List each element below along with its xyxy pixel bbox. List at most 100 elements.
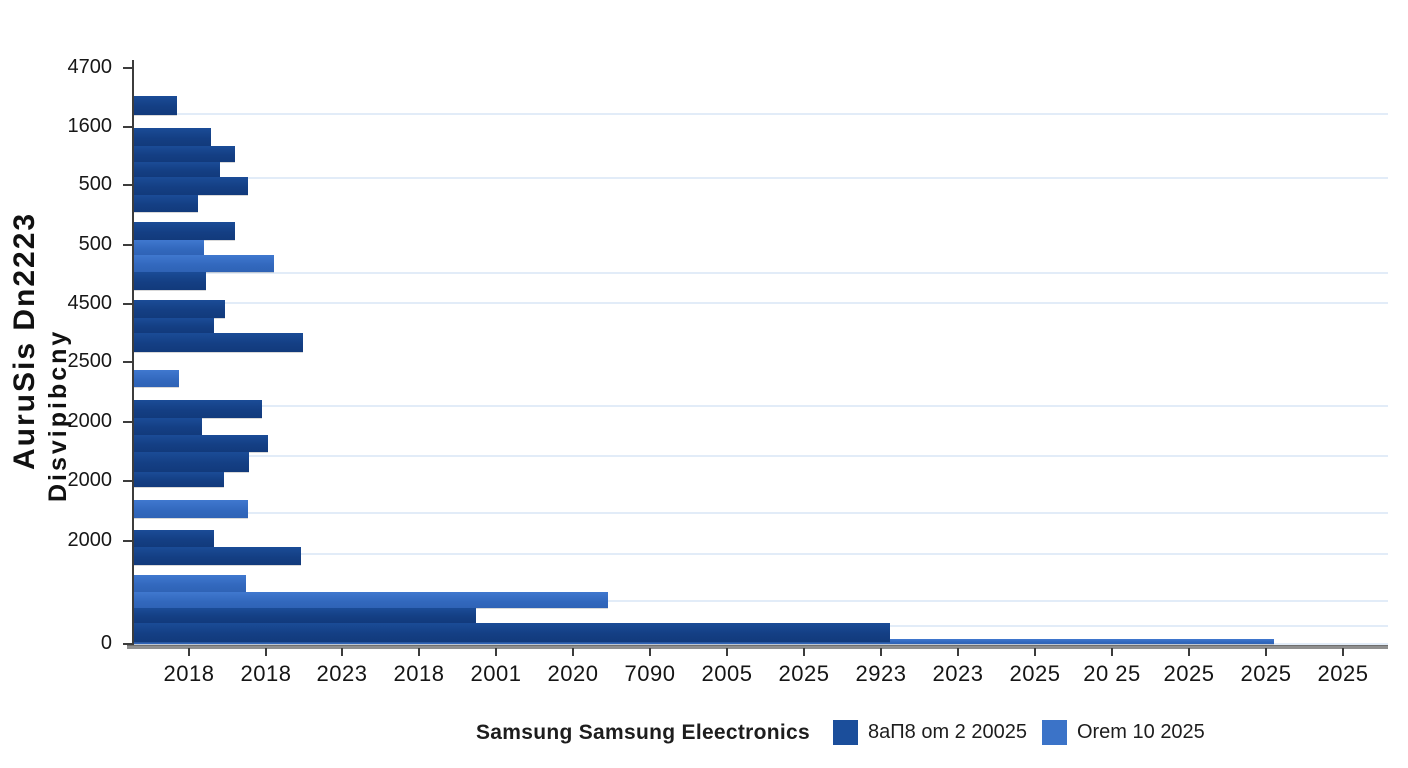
x-tick-mark bbox=[341, 648, 343, 656]
bar bbox=[134, 195, 198, 212]
bar bbox=[134, 370, 179, 387]
legend-swatch-light bbox=[1041, 720, 1067, 745]
x-tick-mark bbox=[649, 648, 651, 656]
y-tick-label: 2000 bbox=[67, 529, 113, 551]
x-tick-mark bbox=[188, 648, 190, 656]
legend: Samsung Samsung Eleectronics 8aП8 om 2 2… bbox=[476, 720, 1205, 745]
gridline bbox=[134, 600, 1388, 602]
gridline bbox=[134, 177, 1388, 179]
x-tick-mark bbox=[572, 648, 574, 656]
bar bbox=[134, 608, 476, 623]
y-tick-mark bbox=[123, 421, 132, 423]
y-tick-label: 500 bbox=[78, 233, 112, 255]
legend-swatch-dark bbox=[833, 720, 859, 745]
y-tick-label: 0 bbox=[100, 632, 112, 654]
x-tick-label: 2025 bbox=[1163, 661, 1215, 686]
x-tick-mark bbox=[803, 648, 805, 656]
x-tick-mark bbox=[265, 648, 267, 656]
legend-item: Orem 10 2025 bbox=[1041, 720, 1205, 745]
legend-item-label: Orem 10 2025 bbox=[1076, 721, 1205, 743]
x-tick-mark bbox=[880, 648, 882, 656]
bar bbox=[134, 530, 214, 547]
bar bbox=[134, 300, 225, 318]
x-tick-label: 2023 bbox=[316, 661, 368, 686]
legend-item: 8aП8 om 2 20025 bbox=[833, 720, 1027, 745]
y-tick-mark bbox=[123, 244, 132, 246]
gridline bbox=[134, 405, 1388, 407]
bar bbox=[134, 255, 274, 272]
x-tick-label: 2025 bbox=[1009, 661, 1061, 686]
x-tick-label: 2025 bbox=[1317, 661, 1369, 686]
x-tick-mark bbox=[1111, 648, 1113, 656]
bar bbox=[134, 400, 262, 418]
y-tick-label: 2500 bbox=[67, 350, 113, 372]
bar bbox=[134, 96, 177, 115]
bar bbox=[134, 547, 301, 565]
y-tick-mark bbox=[123, 540, 132, 542]
legend-item-label: 8aП8 om 2 20025 bbox=[868, 721, 1027, 743]
gridline bbox=[134, 272, 1388, 274]
x-tick-label: 2018 bbox=[240, 661, 292, 686]
gridline bbox=[134, 553, 1388, 555]
bar bbox=[134, 272, 206, 290]
y-axis-line bbox=[132, 60, 134, 646]
bar bbox=[134, 146, 235, 162]
bar bbox=[134, 333, 303, 352]
y-tick-label: 4700 bbox=[67, 56, 113, 78]
bar bbox=[134, 418, 202, 435]
y-tick-label: 1600 bbox=[67, 115, 113, 137]
x-tick-label: 2025 bbox=[778, 661, 830, 686]
bar bbox=[134, 177, 248, 195]
y-tick-mark bbox=[123, 303, 132, 305]
x-tick-mark bbox=[726, 648, 728, 656]
x-tick-label: 2025 bbox=[1240, 661, 1292, 686]
x-tick-label: 2923 bbox=[855, 661, 907, 686]
bar bbox=[134, 240, 204, 255]
x-tick-mark bbox=[1034, 648, 1036, 656]
bar bbox=[134, 575, 246, 592]
y-tick-mark bbox=[123, 126, 132, 128]
x-tick-label: 2001 bbox=[470, 661, 522, 686]
y-tick-mark bbox=[123, 480, 132, 482]
x-tick-mark bbox=[957, 648, 959, 656]
gridline bbox=[134, 643, 1388, 645]
x-tick-label: 20 25 bbox=[1083, 661, 1141, 686]
bar bbox=[134, 435, 268, 452]
y-tick-mark bbox=[123, 67, 132, 69]
x-tick-label: 2018 bbox=[163, 661, 215, 686]
x-tick-label: 2020 bbox=[547, 661, 599, 686]
bar bbox=[134, 452, 249, 472]
y-tick-mark bbox=[123, 643, 132, 645]
x-tick-mark bbox=[495, 648, 497, 656]
gridline bbox=[134, 455, 1388, 457]
plot-area bbox=[134, 60, 1388, 645]
gridline bbox=[134, 302, 1388, 304]
y-tick-label: 4500 bbox=[67, 292, 113, 314]
legend-title: Samsung Samsung Eleectronics bbox=[476, 720, 811, 744]
x-tick-label: 2018 bbox=[393, 661, 445, 686]
bar bbox=[134, 592, 608, 608]
bar bbox=[134, 222, 235, 240]
x-axis-line bbox=[127, 645, 1388, 649]
x-tick-label: 2023 bbox=[932, 661, 984, 686]
bar bbox=[134, 500, 248, 518]
y-tick-label: 500 bbox=[78, 173, 112, 195]
y-tick-label: 2000 bbox=[67, 469, 113, 491]
bar bbox=[134, 623, 890, 642]
gridline bbox=[134, 113, 1388, 115]
y-tick-mark bbox=[123, 361, 132, 363]
y-tick-label: 2000 bbox=[67, 410, 113, 432]
bar bbox=[134, 318, 214, 333]
bar bbox=[134, 162, 220, 177]
y-tick-mark bbox=[123, 184, 132, 186]
x-tick-mark bbox=[1188, 648, 1190, 656]
x-tick-label: 7090 bbox=[624, 661, 676, 686]
x-tick-mark bbox=[1265, 648, 1267, 656]
x-tick-label: 2005 bbox=[701, 661, 753, 686]
x-tick-mark bbox=[418, 648, 420, 656]
gridline bbox=[134, 512, 1388, 514]
x-tick-mark bbox=[1342, 648, 1344, 656]
bar bbox=[134, 128, 211, 146]
bar bbox=[134, 472, 224, 487]
